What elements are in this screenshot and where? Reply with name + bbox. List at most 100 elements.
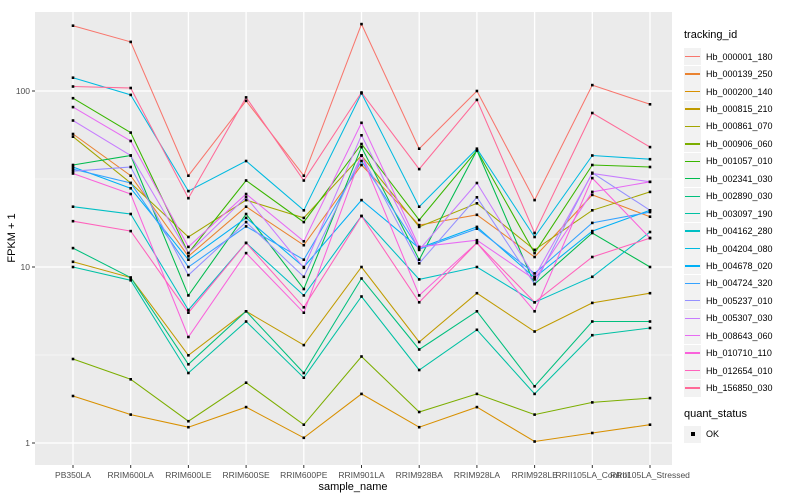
- data-point: [360, 295, 363, 298]
- legend-key: [684, 117, 701, 135]
- data-point: [360, 392, 363, 396]
- data-point: [417, 167, 421, 171]
- data-point: [475, 213, 479, 217]
- data-point: [187, 255, 190, 258]
- data-point: [244, 320, 248, 323]
- data-point: [475, 149, 479, 152]
- data-point: [71, 105, 75, 109]
- legend-item-ok: OK: [684, 425, 799, 443]
- data-point: [71, 165, 75, 169]
- data-point: [71, 76, 75, 79]
- line-swatch-icon: [685, 178, 700, 180]
- legend-item-Hb_012654_010: Hb_012654_010: [684, 362, 799, 380]
- data-point: [71, 246, 75, 250]
- data-point: [591, 83, 594, 87]
- legend-item-label: OK: [706, 429, 720, 440]
- data-point: [417, 223, 421, 227]
- data-point: [244, 198, 248, 202]
- data-point: [302, 174, 306, 177]
- legend-key: [684, 170, 701, 188]
- data-point: [417, 301, 421, 304]
- data-point: [475, 89, 479, 93]
- y-tick-label: 100: [16, 86, 30, 96]
- legend-item-Hb_004724_320: Hb_004724_320: [684, 274, 799, 292]
- data-point: [244, 381, 248, 384]
- legend-key: [684, 65, 701, 83]
- data-point: [648, 103, 652, 106]
- legend-key: [684, 205, 701, 223]
- legend-key: [684, 222, 701, 240]
- data-point: [302, 376, 306, 379]
- data-point: [187, 308, 190, 312]
- data-point: [71, 205, 75, 208]
- data-point: [417, 147, 421, 150]
- data-point: [475, 241, 479, 245]
- legend-item-Hb_010710_110: Hb_010710_110: [684, 344, 799, 362]
- data-point: [591, 333, 594, 337]
- legend-item-Hb_003097_190: Hb_003097_190: [684, 205, 799, 223]
- data-point: [244, 241, 248, 245]
- legend-item-label: Hb_010710_110: [706, 348, 772, 359]
- data-point: [648, 190, 652, 194]
- data-point: [648, 236, 652, 240]
- data-point: [417, 340, 421, 344]
- legend-item-Hb_005307_030: Hb_005307_030: [684, 309, 799, 327]
- line-swatch-icon: [685, 125, 700, 128]
- data-point: [533, 385, 536, 388]
- y-axis-title: FPKM + 1: [6, 213, 18, 263]
- x-tick-label: RRIM928LA: [454, 470, 501, 480]
- data-point: [129, 413, 132, 416]
- legend-item-label: Hb_156850_030: [706, 383, 773, 394]
- legend-item-Hb_000815_210: Hb_000815_210: [684, 100, 799, 118]
- data-point: [533, 440, 536, 443]
- data-point: [71, 119, 75, 122]
- legend-item-Hb_002341_030: Hb_002341_030: [684, 170, 799, 188]
- legend-entries: Hb_000001_180 Hb_000139_250 Hb_000200_140 H…: [684, 48, 799, 397]
- data-point: [302, 179, 306, 182]
- data-point: [187, 235, 190, 239]
- data-point: [648, 423, 652, 426]
- data-point: [591, 176, 594, 180]
- data-point: [533, 272, 536, 275]
- line-swatch-icon: [685, 212, 700, 215]
- data-point: [533, 198, 536, 202]
- data-point: [475, 181, 479, 185]
- data-point: [302, 371, 306, 375]
- data-point: [187, 189, 190, 193]
- data-point: [129, 378, 132, 381]
- data-point: [417, 225, 421, 229]
- line-swatch-icon: [685, 73, 700, 75]
- data-point: [475, 225, 479, 229]
- legend-item-label: Hb_005307_030: [706, 313, 773, 324]
- data-point: [302, 216, 306, 220]
- data-point: [648, 180, 652, 184]
- data-point: [244, 220, 248, 224]
- legend-item-label: Hb_000906_060: [706, 138, 773, 149]
- data-point: [302, 220, 306, 224]
- line-swatch-icon: [685, 143, 700, 145]
- legend-item-label: Hb_002341_030: [706, 173, 773, 184]
- data-point: [591, 193, 594, 197]
- legend-key: [684, 327, 701, 345]
- legend-key: [684, 187, 701, 205]
- data-point: [129, 279, 132, 282]
- data-point: [302, 343, 306, 347]
- legend-title-quant-status: quant_status: [684, 407, 747, 420]
- legend-key: [684, 83, 701, 101]
- data-point: [648, 145, 652, 149]
- data-point: [71, 260, 75, 264]
- legend-key: [684, 240, 701, 258]
- x-tick-label: RRIM600LE: [165, 470, 212, 480]
- data-point: [648, 165, 652, 169]
- data-point: [187, 174, 190, 177]
- data-point: [417, 410, 421, 414]
- data-point: [244, 192, 248, 196]
- data-point: [360, 22, 363, 26]
- data-point: [648, 215, 652, 218]
- data-point: [71, 135, 75, 138]
- data-point: [244, 212, 248, 216]
- data-point: [129, 154, 132, 157]
- legend-item-label: Hb_004204_080: [706, 243, 773, 254]
- data-point: [71, 394, 75, 398]
